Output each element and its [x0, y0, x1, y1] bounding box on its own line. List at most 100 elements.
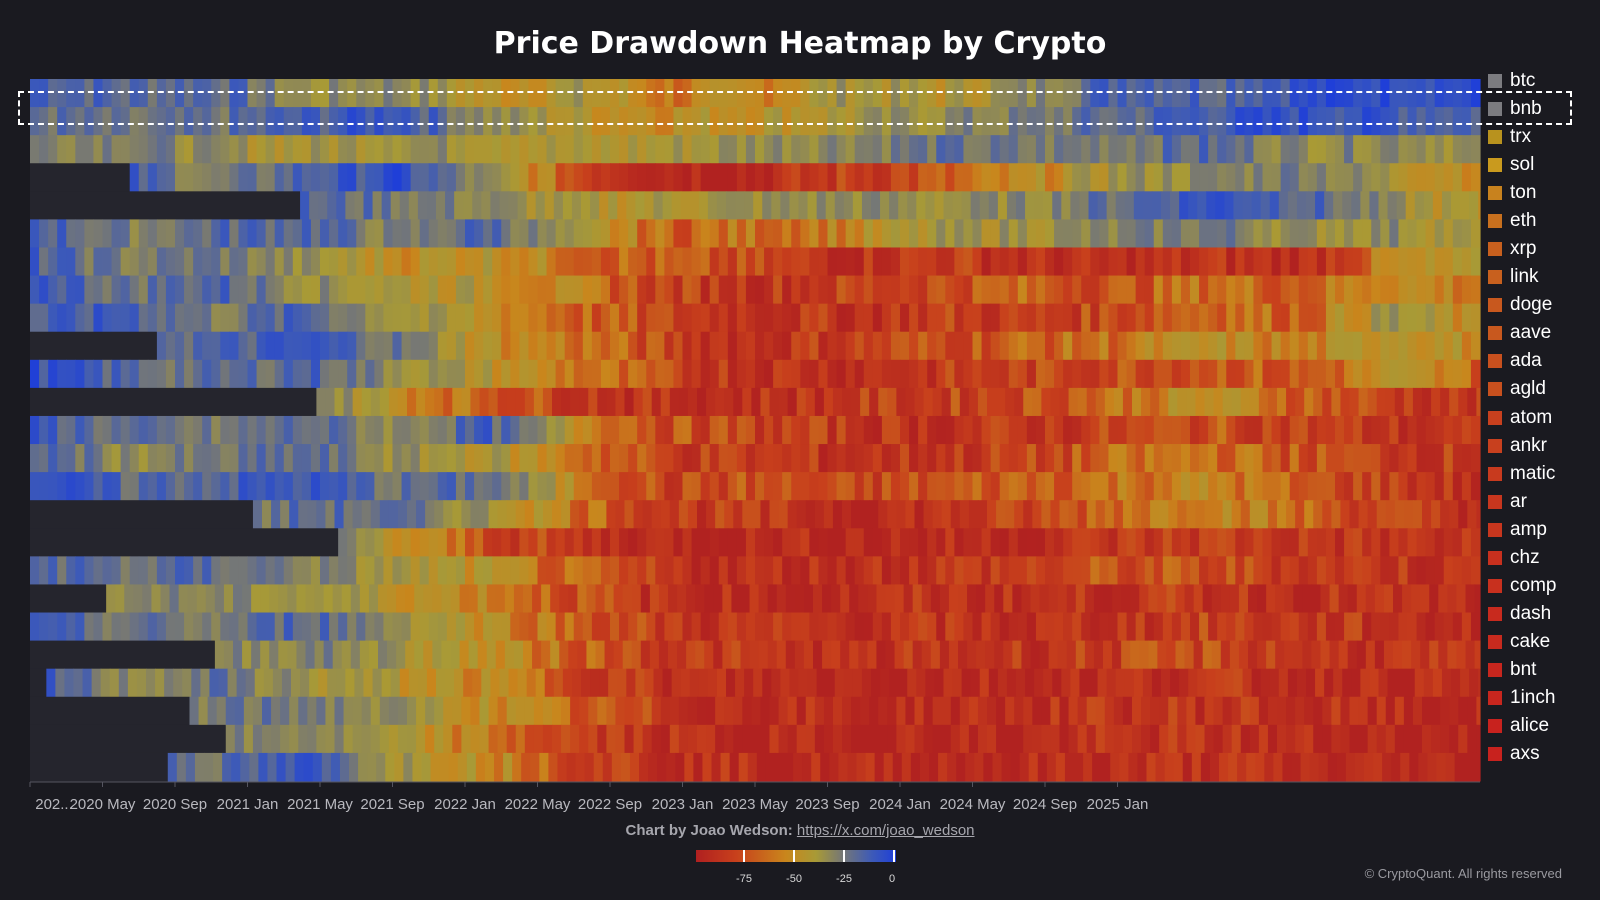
legend-item-doge[interactable]: doge — [1488, 291, 1552, 320]
heatmap-cell — [1168, 387, 1178, 417]
heatmap-cell — [655, 163, 665, 192]
heatmap-cell — [1371, 331, 1381, 361]
heatmap-cell — [1199, 528, 1209, 557]
legend-item-ar[interactable]: ar — [1488, 487, 1527, 516]
heatmap-cell — [202, 472, 212, 501]
legend-item-1inch[interactable]: 1inch — [1488, 684, 1555, 713]
heatmap-cell — [75, 275, 85, 305]
legend-item-atom[interactable]: atom — [1488, 403, 1552, 432]
heatmap-cell — [1099, 472, 1110, 501]
legend-item-link[interactable]: link — [1488, 263, 1539, 292]
heatmap-cell — [1117, 472, 1128, 501]
legend-item-alice[interactable]: alice — [1488, 712, 1549, 741]
heatmap-cell — [332, 640, 343, 670]
legend-item-bnt[interactable]: bnt — [1488, 656, 1536, 685]
legend-item-dash[interactable]: dash — [1488, 600, 1551, 629]
heatmap-cell — [1177, 696, 1187, 726]
heatmap-cell — [958, 640, 968, 670]
heatmap-cell — [220, 275, 230, 305]
heatmap-cell — [1344, 472, 1354, 501]
heatmap-cell — [334, 724, 345, 754]
heatmap-cell — [637, 444, 647, 473]
heatmap-cell — [488, 724, 499, 754]
legend-label: comp — [1510, 574, 1557, 596]
heatmap-cell — [673, 107, 684, 136]
heatmap-cell — [606, 724, 617, 754]
heatmap-cell — [1402, 584, 1412, 614]
heatmap-cell — [202, 107, 212, 136]
heatmap-cell — [39, 219, 49, 248]
heatmap-cell — [1258, 387, 1269, 417]
heatmap-cell — [936, 444, 946, 473]
heatmap-cell — [91, 668, 102, 698]
heatmap-cell — [791, 163, 801, 192]
heatmap-cell — [664, 359, 675, 389]
heatmap-cell — [1411, 640, 1421, 670]
legend-item-comp[interactable]: comp — [1488, 571, 1556, 600]
heatmap-cell — [818, 247, 829, 277]
heatmap-cell — [1344, 107, 1354, 136]
heatmap-cell — [283, 359, 294, 389]
heatmap-cell — [388, 696, 399, 726]
legend-item-ada[interactable]: ada — [1488, 347, 1542, 376]
legend-item-trx[interactable]: trx — [1488, 122, 1531, 151]
legend-item-agld[interactable]: agld — [1488, 375, 1546, 404]
legend-item-bnb[interactable]: bnb — [1488, 94, 1542, 123]
heatmap-cell — [782, 79, 792, 108]
legend-item-sol[interactable]: sol — [1488, 150, 1534, 179]
legend-item-ankr[interactable]: ankr — [1488, 431, 1547, 460]
heatmap-cell — [1266, 584, 1276, 614]
heatmap-cell — [401, 247, 412, 277]
heatmap-cell — [887, 724, 897, 754]
heatmap-cell — [1394, 387, 1405, 417]
heatmap-cell — [510, 556, 520, 585]
heatmap-cell — [1295, 724, 1305, 754]
heatmap-cell — [39, 359, 49, 389]
heatmap-cell — [1054, 331, 1064, 361]
legend-item-axs[interactable]: axs — [1488, 740, 1540, 769]
legend-item-aave[interactable]: aave — [1488, 319, 1551, 348]
heatmap-cell — [247, 163, 258, 192]
credit-link[interactable]: https://x.com/joao_wedson — [796, 822, 975, 839]
heatmap-cell — [555, 612, 566, 642]
legend-label: cake — [1510, 631, 1551, 653]
heatmap-cell — [524, 696, 535, 726]
heatmap-cell — [368, 584, 379, 614]
heatmap-cell — [301, 163, 312, 192]
legend-item-ton[interactable]: ton — [1488, 178, 1536, 207]
heatmap-cell — [963, 331, 974, 361]
heatmap-cell — [1144, 275, 1155, 305]
heatmap-cell — [972, 415, 983, 445]
colorbar-label: -50 — [786, 873, 802, 885]
heatmap-cell — [57, 612, 67, 642]
legend-item-btc[interactable]: btc — [1488, 66, 1535, 95]
heatmap-cell — [735, 191, 745, 220]
heatmap-cell — [823, 500, 834, 529]
heatmap-cell — [691, 415, 702, 445]
heatmap-cell — [102, 444, 113, 473]
heatmap-cell — [1081, 79, 1091, 108]
heatmap-cell — [858, 584, 868, 614]
heatmap-cell — [782, 275, 792, 305]
heatmap-cell — [1289, 219, 1300, 248]
legend-item-chz[interactable]: chz — [1488, 543, 1540, 572]
heatmap-cell — [936, 612, 946, 642]
legend-item-xrp[interactable]: xrp — [1488, 235, 1536, 264]
heatmap-cell — [1449, 696, 1459, 726]
heatmap-cell — [890, 359, 901, 389]
legend-item-cake[interactable]: cake — [1488, 628, 1550, 657]
legend-item-eth[interactable]: eth — [1488, 206, 1536, 235]
legend-item-amp[interactable]: amp — [1488, 515, 1547, 544]
heatmap-cell — [706, 387, 716, 417]
heatmap-cell — [401, 331, 412, 361]
heatmap-cell — [1072, 107, 1082, 136]
heatmap-cell — [356, 415, 366, 445]
legend-item-matic[interactable]: matic — [1488, 459, 1555, 488]
heatmap-cell — [1117, 444, 1128, 473]
heatmap-cell — [488, 500, 499, 529]
heatmap-cell — [1081, 135, 1091, 164]
heatmap-cell — [1195, 724, 1206, 754]
heatmap-cell — [1391, 752, 1401, 782]
heatmap-cell — [871, 191, 881, 220]
heatmap-cell — [1418, 752, 1429, 782]
